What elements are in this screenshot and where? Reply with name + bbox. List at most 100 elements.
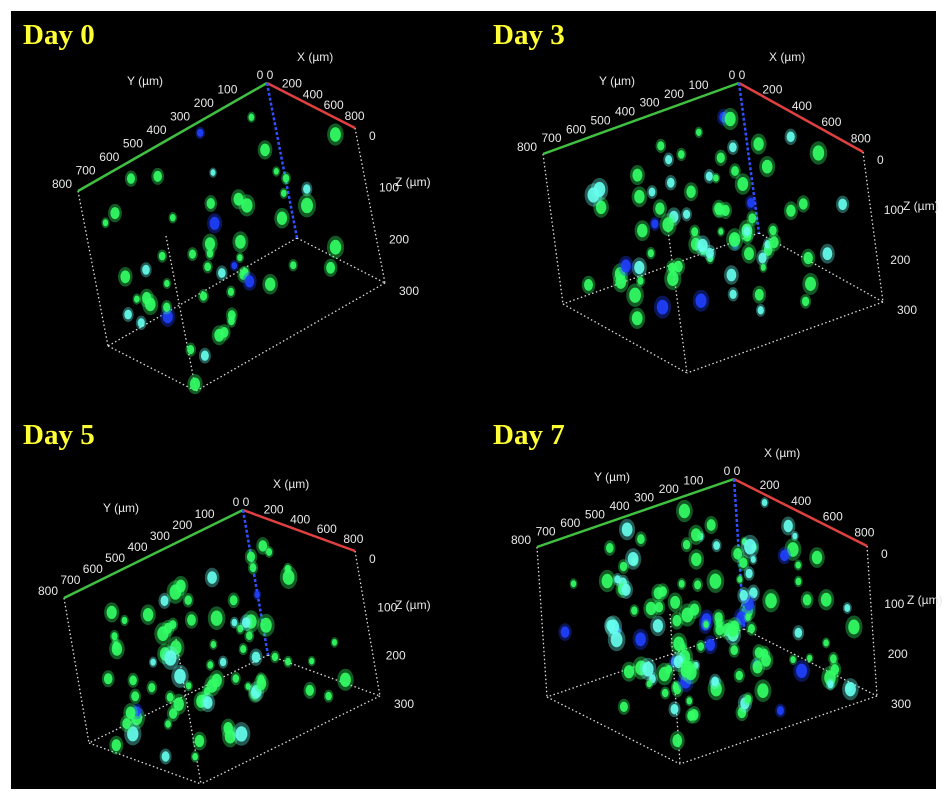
cell-spot <box>744 538 757 555</box>
y-tick-label: 700 <box>76 164 96 178</box>
cell-spot <box>830 664 840 676</box>
cell-spot <box>106 605 117 619</box>
z-tick-label: 200 <box>386 649 406 663</box>
cell-spot <box>219 657 227 667</box>
cell-spot <box>204 237 216 251</box>
cell-spot <box>241 198 253 213</box>
cell-spot <box>169 708 178 719</box>
cell-spot <box>798 198 808 210</box>
cell-spot <box>662 217 674 233</box>
cell-spot <box>823 639 829 647</box>
origin-label: 0 0 <box>257 68 274 82</box>
cell-spot <box>235 726 248 742</box>
cell-spot <box>694 580 702 590</box>
x-axis-line <box>738 81 864 154</box>
cell-spot <box>325 691 332 701</box>
cell-spot <box>127 173 135 184</box>
cell-spot <box>792 532 798 540</box>
cell-spot <box>615 275 627 289</box>
cell-spot <box>764 240 771 249</box>
cell-spot <box>331 639 338 646</box>
z-tick-label: 100 <box>377 600 397 614</box>
cell-spot <box>241 268 249 277</box>
z-tick-label: 200 <box>389 232 409 246</box>
box-edge <box>866 545 878 697</box>
cell-spot <box>153 170 162 182</box>
cell-spot <box>760 648 769 659</box>
cell-spot <box>305 684 314 696</box>
cell-spot <box>231 618 238 627</box>
z-tick-label: 300 <box>891 697 911 711</box>
cell-spot <box>637 534 645 545</box>
y-axis-title: Y (µm) <box>599 74 635 88</box>
box-edge <box>88 742 202 785</box>
cell-spot <box>148 683 156 693</box>
cell-spot <box>185 682 192 690</box>
y-tick-label: 300 <box>634 491 654 505</box>
day-7-label: Day 7 <box>493 419 565 451</box>
cell-spot <box>724 111 736 127</box>
cell-spot <box>637 223 648 238</box>
z-tick-label: 200 <box>890 253 910 267</box>
y-tick-label: 500 <box>585 508 605 522</box>
cell-spot <box>673 655 684 669</box>
y-axis-line <box>77 81 268 193</box>
y-tick-label: 200 <box>664 87 684 101</box>
y-axis-title: Y (µm) <box>103 501 139 515</box>
z-axis-line <box>265 82 299 239</box>
cell-spot <box>769 236 779 249</box>
cell-spot <box>673 684 682 695</box>
cell-spot <box>665 155 673 165</box>
x-tick-label: 800 <box>343 532 363 546</box>
cell-spot <box>163 302 171 312</box>
x-axis-title: X (µm) <box>764 446 800 460</box>
cell-spot <box>745 613 751 621</box>
cell-spot <box>680 643 686 651</box>
cell-spot <box>164 279 170 288</box>
cell-spot <box>657 141 665 151</box>
cell-spot <box>209 216 220 230</box>
cell-spot <box>158 251 166 261</box>
cell-spot <box>705 638 715 651</box>
cell-spot <box>686 185 696 198</box>
cell-spot <box>729 289 737 299</box>
cell-spot <box>736 611 747 625</box>
y-tick-label: 800 <box>517 140 537 154</box>
box-edge <box>200 695 381 785</box>
cell-spot <box>207 661 214 669</box>
y-axis-title: Y (µm) <box>594 470 630 484</box>
cell-spot <box>715 618 723 628</box>
origin-label: 0 0 <box>233 495 250 509</box>
box-edge <box>88 654 269 744</box>
cell-spot <box>681 607 694 623</box>
box-edge <box>195 282 386 392</box>
cell-spot <box>802 594 812 606</box>
cell-spot <box>744 598 754 611</box>
y-tick-label: 500 <box>123 137 143 151</box>
box-edge <box>354 550 381 697</box>
cell-spot <box>737 576 743 583</box>
cell-spot <box>204 262 212 272</box>
x-axis-line <box>733 477 868 548</box>
cell-spot <box>776 706 784 716</box>
cell-spot <box>691 528 701 542</box>
x-axis-title: X (µm) <box>273 477 309 491</box>
box-edge <box>686 301 884 374</box>
cell-spot <box>162 310 173 324</box>
cell-spot <box>218 268 226 278</box>
cell-spot <box>229 595 238 606</box>
cell-spot <box>635 632 646 647</box>
cell-spot <box>715 205 724 216</box>
cell-spot <box>157 626 169 642</box>
box-edge <box>296 237 386 284</box>
cell-spot <box>111 739 122 752</box>
y-tick-label: 200 <box>172 518 192 532</box>
y-tick-label: 400 <box>609 499 629 513</box>
cell-spot <box>761 159 773 174</box>
cell-spot <box>794 627 803 638</box>
cell-spot <box>199 291 208 301</box>
cell-spot <box>237 254 243 262</box>
y-axis-line <box>542 81 740 156</box>
cell-spot <box>822 247 833 261</box>
cell-spot <box>164 650 177 666</box>
